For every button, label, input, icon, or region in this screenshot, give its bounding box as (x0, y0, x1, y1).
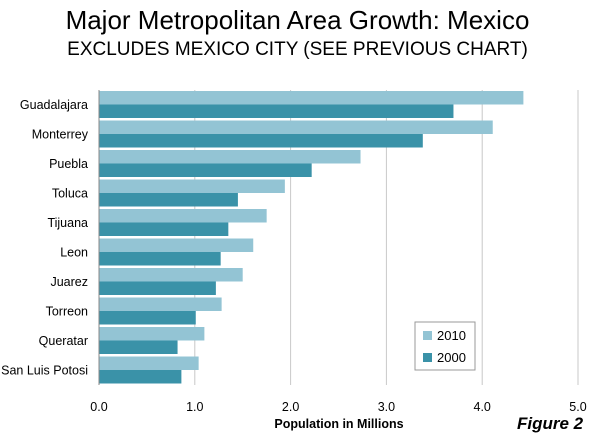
x-tick-label: 4.0 (474, 400, 491, 414)
bar-2000-puebla (99, 163, 312, 177)
bar-2010-puebla (99, 150, 361, 164)
x-tick-labels: 0.0 1.0 2.0 3.0 4.0 5.0 (90, 400, 586, 414)
bar-2010-juarez (99, 268, 243, 282)
x-tick-label: 3.0 (378, 400, 395, 414)
x-tick-label: 1.0 (186, 400, 203, 414)
x-tick-label: 5.0 (569, 400, 586, 414)
category-label: Guadalajara (20, 98, 88, 112)
bar-2000-monterrey (99, 134, 423, 148)
bar-2010-guadalajara (99, 91, 524, 105)
x-tick-label: 0.0 (90, 400, 107, 414)
legend-label-2010: 2010 (437, 328, 466, 343)
category-label: San Luis Potosi (1, 364, 88, 378)
category-label: Tijuana (47, 216, 88, 230)
bar-2000-guadalajara (99, 104, 454, 118)
x-axis-label: Population in Millions (274, 417, 403, 431)
category-label: Monterrey (32, 128, 89, 142)
legend-label-2000: 2000 (437, 350, 466, 365)
category-label: Leon (60, 246, 88, 260)
bar-2010-monterrey (99, 120, 493, 134)
category-label: Queratar (39, 334, 88, 348)
category-label: Puebla (49, 157, 88, 171)
category-label: Torreon (46, 305, 88, 319)
bar-2000-san-luis-potosi (99, 370, 182, 384)
category-labels: Guadalajara Monterrey Puebla Toluca Tijuana L… (1, 98, 89, 378)
bars (99, 91, 524, 384)
bar-2000-torreon (99, 311, 196, 325)
chart-title: Major Metropolitan Area Growth: Mexico (65, 5, 530, 35)
bar-2000-queratar (99, 340, 178, 354)
bar-2010-san-luis-potosi (99, 356, 199, 370)
bar-2000-leon (99, 252, 221, 266)
legend-swatch-2010 (423, 331, 432, 340)
bar-2010-queratar (99, 327, 205, 341)
chart-subtitle: EXCLUDES MEXICO CITY (SEE PREVIOUS CHART… (67, 39, 528, 60)
category-label: Juarez (50, 275, 88, 289)
bar-2010-tijuana (99, 209, 267, 223)
bar-2010-toluca (99, 179, 285, 193)
bar-2000-juarez (99, 281, 216, 295)
x-tick-label: 2.0 (282, 400, 299, 414)
bar-2000-tijuana (99, 222, 229, 236)
category-label: Toluca (52, 187, 88, 201)
legend-swatch-2000 (423, 353, 432, 362)
bar-2000-toluca (99, 193, 238, 207)
legend: 2010 2000 (414, 321, 476, 371)
bar-2010-torreon (99, 297, 222, 311)
bar-2010-leon (99, 238, 254, 252)
figure-label: Figure 2 (517, 414, 584, 433)
